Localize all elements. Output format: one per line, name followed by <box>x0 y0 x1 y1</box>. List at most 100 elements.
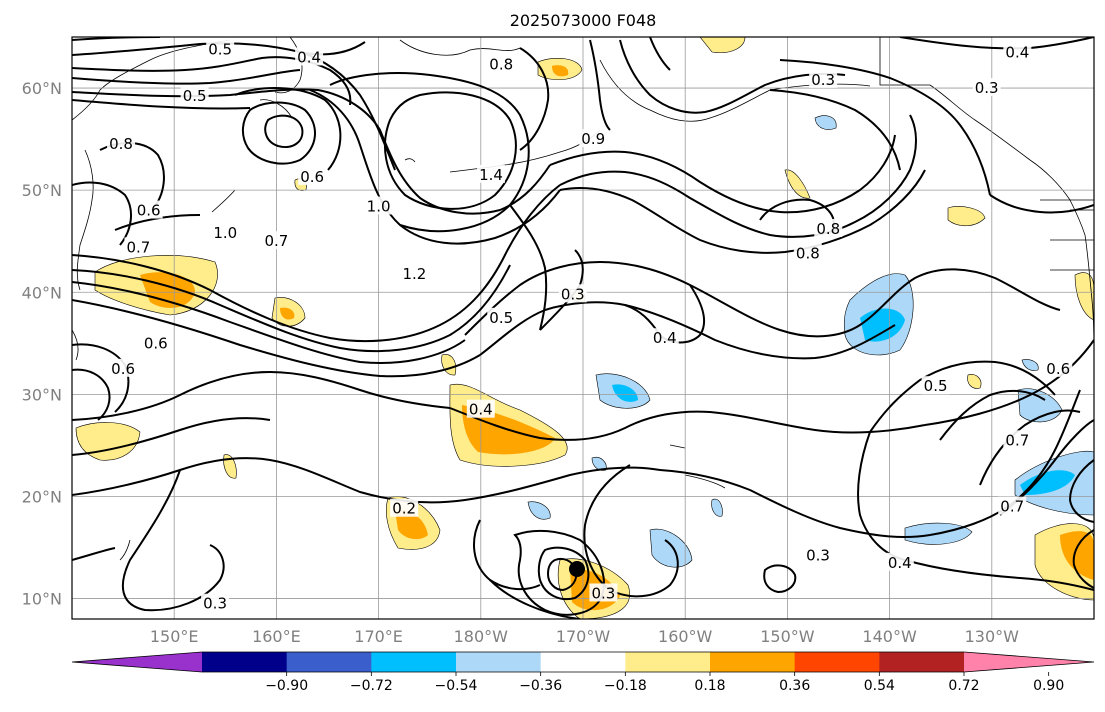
colorbar-swatch <box>202 652 288 672</box>
negative-shade-region <box>649 528 693 568</box>
negative-shade-region <box>612 384 638 402</box>
lat-tick-label: 30°N <box>22 385 62 404</box>
contour-label-bg <box>201 593 230 612</box>
contour-labels: 0.5 0.4 0.5 0.8 0.8 0.7 0.6 0.6 1.0 0.7 1.0 1.2 1.4 0… <box>107 39 1073 613</box>
lon-tick-label: 140°W <box>862 627 917 646</box>
contour-label: 0.5 <box>924 377 948 395</box>
contour-label: 0.5 <box>489 309 513 327</box>
map-title: 2025073000 F048 <box>510 11 657 30</box>
lon-tick-label: 130°W <box>965 627 1020 646</box>
contour-label-bg <box>134 200 163 219</box>
contour-label: 0.3 <box>975 79 999 97</box>
graticule <box>72 37 1094 619</box>
contour-label-bg <box>124 237 153 256</box>
contour-label-bg <box>814 218 843 237</box>
contour-label-bg <box>180 86 209 105</box>
colorbar-tick-label: −0.54 <box>435 678 478 694</box>
contour-label-bg <box>466 399 495 418</box>
negative-shade-region <box>591 457 607 471</box>
colorbar-swatch <box>879 652 965 672</box>
contour-label: 0.3 <box>592 584 616 602</box>
colorbar-swatch <box>625 652 711 672</box>
contour-label: 0.4 <box>297 48 321 66</box>
contour-label: 1.0 <box>213 224 237 242</box>
lon-tick-label: 170°W <box>556 627 611 646</box>
colorbar-swatch <box>456 652 542 672</box>
contour-label: 0.4 <box>469 401 493 419</box>
colorbar-swatch <box>710 652 796 672</box>
lon-tick-label: 150°E <box>150 627 199 646</box>
positive-shade-region <box>280 307 295 320</box>
colorbar-extend-high <box>964 652 1094 672</box>
lat-tick-label: 40°N <box>22 283 62 302</box>
contour-label: 0.8 <box>796 244 820 262</box>
positive-shade-region <box>140 272 195 308</box>
lat-tick-label: 10°N <box>22 590 62 609</box>
contour-label-bg <box>295 47 324 66</box>
contour-label: 0.2 <box>392 500 416 518</box>
positive-shade-region <box>967 374 982 389</box>
plot-frame <box>71 36 1095 620</box>
colorbar-swatch <box>371 652 457 672</box>
lat-tick-label: 20°N <box>22 487 62 506</box>
contour-label-bg <box>109 358 138 377</box>
positive-shade-region <box>223 454 237 479</box>
positive-shade-region <box>947 206 986 227</box>
contour-label: 0.7 <box>1005 431 1029 449</box>
contour-label: 0.6 <box>137 202 161 220</box>
contour-label: 0.3 <box>561 285 585 303</box>
colorbar-tick-label: 0.90 <box>1033 678 1064 694</box>
contour-label-bg <box>589 583 618 602</box>
contour-label-bg <box>487 307 516 326</box>
contour-label-bg <box>793 243 822 262</box>
contour-label: 1.0 <box>367 197 391 215</box>
contour-label-bg <box>1044 358 1073 377</box>
contour-label-bg <box>400 263 429 282</box>
positive-shade-region <box>552 65 569 77</box>
lon-tick-label: 160°E <box>252 627 301 646</box>
lon-tick-label: 170°E <box>354 627 403 646</box>
contour-label-bg <box>262 231 291 250</box>
contour-label-bg <box>477 164 506 183</box>
positive-shade-region <box>395 509 428 540</box>
contour-label-bg <box>206 39 235 58</box>
positive-shade-region <box>784 169 811 199</box>
contour-label: 0.9 <box>581 130 605 148</box>
contour-label-bg <box>809 69 838 88</box>
contour-label-bg <box>141 333 170 352</box>
contour-label: 1.4 <box>479 166 503 184</box>
negative-shade-region <box>1020 470 1075 495</box>
axis-labels: 60°N 50°N 40°N 30°N 20°N 10°N 150°E 160°E 170°E 1… <box>22 79 1019 646</box>
contour-label: 0.4 <box>888 554 912 572</box>
contour-label-bg <box>390 498 419 517</box>
positive-shade-region <box>1074 272 1094 321</box>
contour-lines <box>72 37 1094 619</box>
contour-label: 0.4 <box>1005 43 1029 61</box>
contour-label: 0.3 <box>811 71 835 89</box>
negative-shade-region <box>814 115 837 130</box>
contour-label: 0.8 <box>109 135 133 153</box>
negative-shade-region <box>711 498 723 517</box>
contour-label: 0.6 <box>111 360 135 378</box>
colorbar-swatch <box>794 652 880 672</box>
contour-label-bg <box>298 166 327 185</box>
contour-label: 0.4 <box>653 329 677 347</box>
lat-tick-label: 60°N <box>22 79 62 98</box>
storm-center-marker <box>569 561 585 577</box>
contour-label: 0.6 <box>1046 360 1070 378</box>
contour-label-bg <box>1003 430 1032 449</box>
plot-area: 0.5 0.4 0.5 0.8 0.8 0.7 0.6 0.6 1.0 0.7 1.0 1.2 1.4 0… <box>72 37 1094 619</box>
contour-label-bg <box>650 328 679 347</box>
contour-label: 0.3 <box>203 595 227 613</box>
contour-label: 0.6 <box>144 334 168 352</box>
colorbar: −0.90 −0.72 −0.54 −0.36 −0.18 0.18 0.36 0.54 0.7… <box>71 651 1095 694</box>
colorbar-tick-label: 0.18 <box>694 678 725 694</box>
contour-label-bg <box>804 545 833 564</box>
lon-tick-label: 160°W <box>658 627 713 646</box>
colorbar-swatch <box>540 652 626 672</box>
contour-label-bg <box>364 196 393 215</box>
contour-label: 1.2 <box>402 265 426 283</box>
colorbar-tick-label: 0.54 <box>864 678 895 694</box>
contour-label: 0.3 <box>806 547 830 565</box>
contour-label-bg <box>885 552 914 571</box>
